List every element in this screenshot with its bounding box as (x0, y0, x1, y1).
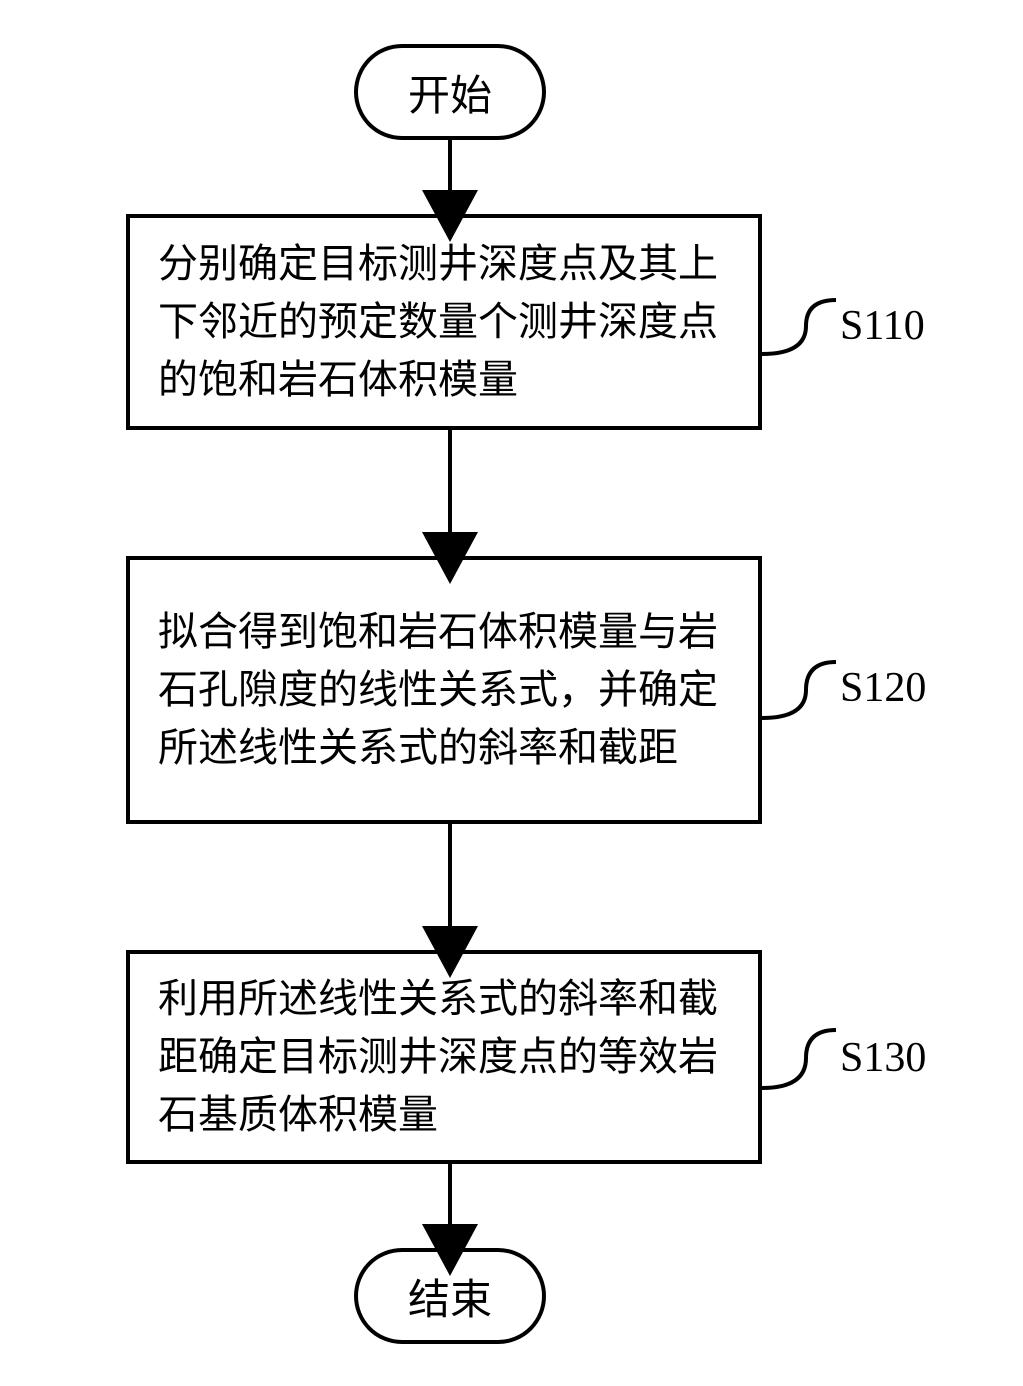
step-label-s120: S120 (840, 664, 926, 712)
process-s110-text: 分别确定目标测井深度点及其上下邻近的预定数量个测井深度点的饱和岩石体积模量 (158, 235, 730, 409)
connector-s110 (762, 300, 836, 354)
start-label: 开始 (408, 62, 492, 123)
start-node: 开始 (354, 44, 546, 140)
process-s110: 分别确定目标测井深度点及其上下邻近的预定数量个测井深度点的饱和岩石体积模量 (126, 214, 762, 430)
end-label: 结束 (408, 1266, 492, 1327)
connector-s120 (762, 662, 836, 718)
connector-s130 (762, 1030, 836, 1088)
flowchart-canvas: 开始 分别确定目标测井深度点及其上下邻近的预定数量个测井深度点的饱和岩石体积模量… (0, 0, 1023, 1386)
process-s120-text: 拟合得到饱和岩石体积模量与岩石孔隙度的线性关系式，并确定所述线性关系式的斜率和截… (158, 603, 730, 777)
process-s130: 利用所述线性关系式的斜率和截距确定目标测井深度点的等效岩石基质体积模量 (126, 950, 762, 1164)
step-label-s130: S130 (840, 1034, 926, 1082)
end-node: 结束 (354, 1248, 546, 1344)
step-label-s110: S110 (840, 302, 925, 350)
process-s120: 拟合得到饱和岩石体积模量与岩石孔隙度的线性关系式，并确定所述线性关系式的斜率和截… (126, 556, 762, 824)
process-s130-text: 利用所述线性关系式的斜率和截距确定目标测井深度点的等效岩石基质体积模量 (158, 970, 730, 1144)
